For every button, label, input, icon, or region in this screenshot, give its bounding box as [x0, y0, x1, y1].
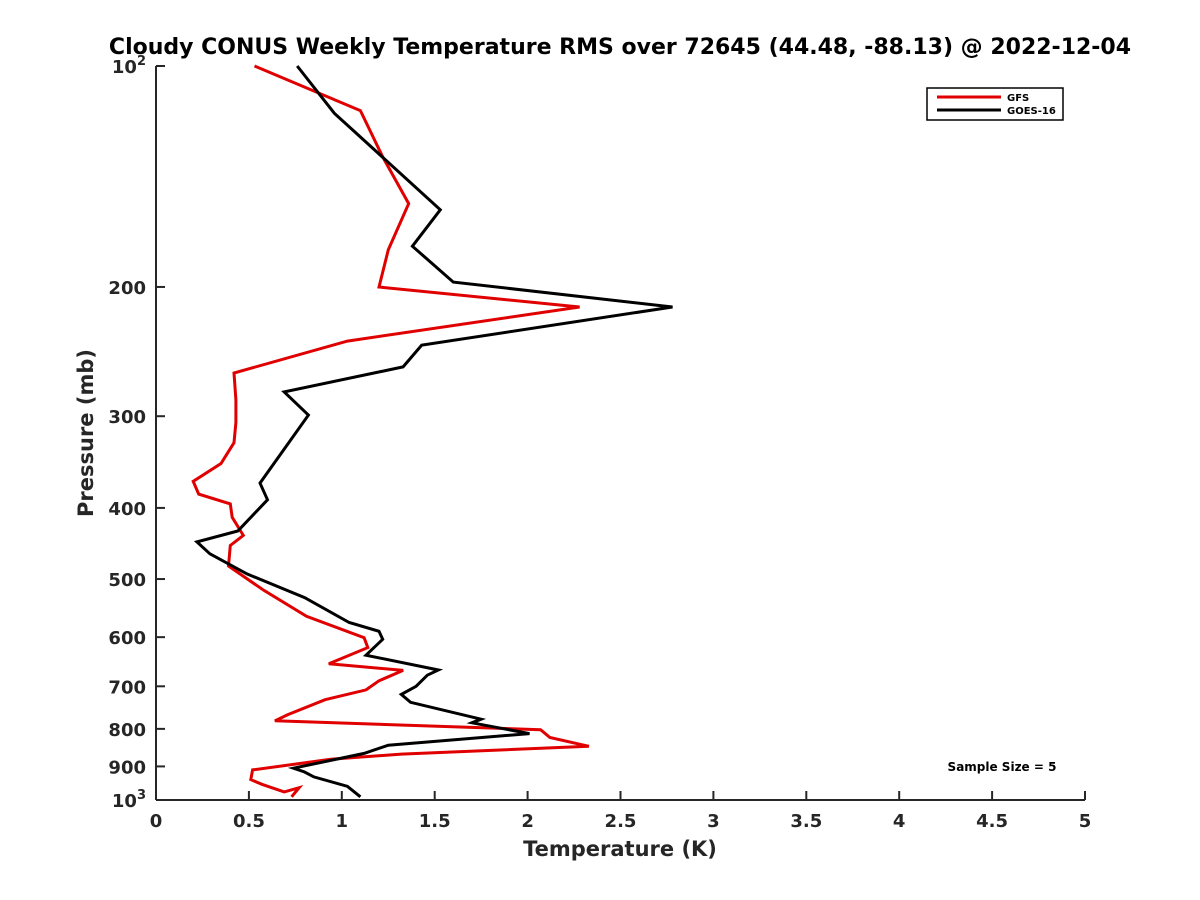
- x-tick-label: 2.5: [605, 811, 637, 832]
- y-tick-label: 102: [112, 54, 146, 78]
- x-tick-label: 4.5: [976, 811, 1008, 832]
- x-tick-label: 0.5: [233, 811, 265, 832]
- x-tick-label: 5: [1079, 811, 1092, 832]
- x-tick-label: 1: [336, 811, 349, 832]
- series-line-goes-16: [193, 65, 673, 798]
- x-tick-label: 0: [150, 811, 163, 832]
- y-tick-label: 400: [108, 499, 146, 520]
- series-layer: [191, 64, 673, 798]
- x-tick-label: 3.5: [790, 811, 822, 832]
- legend: GFS GOES-16: [926, 87, 1064, 121]
- y-tick-label: 300: [108, 407, 146, 428]
- y-tick-label: 900: [108, 757, 146, 778]
- y-tick-label: 103: [112, 788, 146, 812]
- y-tick-label: 500: [108, 570, 146, 591]
- chart-title: Cloudy CONUS Weekly Temperature RMS over…: [109, 35, 1131, 60]
- legend-label-gfs: GFS: [1007, 93, 1029, 104]
- legend-box: [926, 87, 1064, 121]
- x-tick-label: 2: [521, 811, 534, 832]
- x-tick-label: 4: [893, 811, 906, 832]
- series-line-gfs: [191, 64, 590, 798]
- plot-area: 0 0.5 1 1.5 2 2.5 3 3.5 4 4.5 5 102 200 300 400 500 600 7…: [108, 54, 1091, 832]
- y-axis-label: Pressure (mb): [74, 349, 98, 517]
- y-tick-label: 800: [108, 720, 146, 741]
- x-tick-label: 1.5: [419, 811, 451, 832]
- axes-layer: 0 0.5 1 1.5 2 2.5 3 3.5 4 4.5 5 102 200 300 400 500 600 7…: [108, 54, 1091, 832]
- x-axis-label: Temperature (K): [523, 837, 717, 861]
- y-tick-label: 600: [108, 628, 146, 649]
- legend-label-goes-16: GOES-16: [1007, 106, 1056, 117]
- sample-size-annotation: Sample Size = 5: [948, 760, 1057, 774]
- y-tick-label: 700: [108, 677, 146, 698]
- x-tick-label: 3: [707, 811, 720, 832]
- y-tick-label: 200: [108, 278, 146, 299]
